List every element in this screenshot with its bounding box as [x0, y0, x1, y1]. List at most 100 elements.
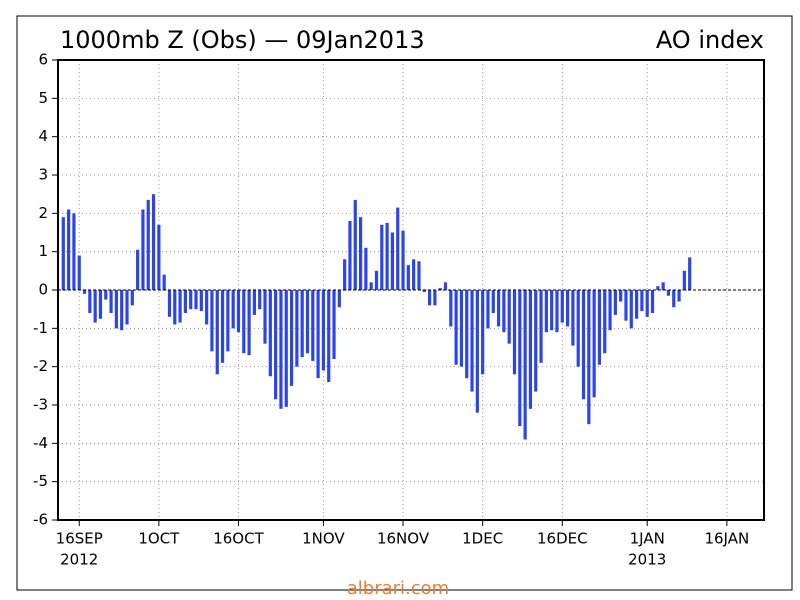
y-tick-label: -4: [33, 434, 48, 452]
bar: [337, 290, 341, 308]
bar: [560, 290, 564, 323]
bar: [364, 247, 368, 290]
bar: [635, 290, 639, 319]
bar: [603, 290, 607, 354]
bar: [88, 290, 92, 313]
bar: [82, 290, 87, 294]
bar: [629, 290, 633, 329]
bar: [327, 290, 331, 382]
bar: [385, 222, 389, 290]
bar: [672, 290, 676, 308]
footer: albrari.com: [347, 578, 449, 599]
bar: [486, 290, 490, 329]
bar: [650, 290, 655, 313]
bar: [449, 290, 453, 327]
bar: [93, 290, 97, 323]
bar: [199, 290, 203, 312]
bar: [550, 290, 554, 331]
bar: [454, 290, 458, 365]
bar: [98, 290, 103, 319]
bar: [284, 290, 288, 407]
bar: [353, 199, 357, 290]
bar: [390, 232, 395, 290]
bar: [512, 290, 517, 375]
bar: [427, 290, 432, 306]
bar: [534, 290, 538, 392]
bar: [459, 290, 464, 367]
y-tick-label: 5: [38, 89, 48, 107]
bar: [576, 290, 580, 367]
bar: [597, 290, 602, 365]
y-tick-label: 1: [38, 242, 48, 260]
bar: [130, 290, 134, 306]
bar: [167, 290, 172, 317]
bar: [226, 290, 230, 352]
outer-frame: [16, 15, 793, 591]
bar: [162, 274, 166, 290]
bar: [125, 290, 129, 325]
bar: [247, 290, 251, 356]
bar: [677, 290, 681, 302]
bar: [619, 290, 623, 302]
bar: [438, 288, 442, 290]
bar: [661, 282, 665, 290]
bar: [624, 290, 628, 321]
y-tick-label: -5: [33, 472, 48, 490]
bar: [173, 290, 177, 325]
y-tick-label: 3: [38, 166, 48, 184]
bar: [194, 290, 198, 310]
bar: [544, 290, 548, 333]
bar: [433, 290, 437, 306]
x-tick-label: 1DEC: [462, 530, 503, 548]
bar: [178, 290, 182, 323]
bar: [300, 290, 304, 358]
x-tick-label: 1OCT: [138, 530, 180, 548]
bar: [109, 290, 113, 313]
y-tick-label: 2: [38, 204, 48, 222]
bar: [518, 290, 522, 427]
bar: [151, 194, 156, 290]
bar: [374, 270, 379, 290]
bar: [539, 290, 543, 363]
bar: [183, 290, 187, 313]
bar: [231, 290, 235, 329]
bar: [289, 290, 294, 386]
bar: [571, 290, 575, 346]
bar: [422, 290, 426, 292]
bar: [157, 224, 161, 290]
bar: [210, 290, 214, 352]
bar: [640, 290, 644, 312]
bar: [523, 290, 527, 440]
bar: [656, 286, 660, 290]
chart-title: 1000mb Z (Obs) — 09Jan2013: [60, 26, 425, 54]
y-tick-label: -2: [33, 357, 48, 375]
bar: [268, 290, 272, 377]
y-tick-label: 6: [38, 51, 48, 69]
bar: [295, 290, 299, 367]
bar: [263, 290, 267, 344]
bar: [465, 290, 469, 379]
bar: [258, 290, 262, 310]
x-tick-label: 16NOV: [377, 530, 430, 548]
bar: [77, 255, 81, 290]
y-tick-label: -3: [33, 396, 48, 414]
bar: [61, 217, 65, 290]
bar: [608, 290, 612, 331]
bar: [358, 217, 363, 290]
bar: [396, 207, 400, 290]
bar: [136, 249, 140, 290]
bar: [475, 290, 479, 413]
bar: [274, 290, 278, 400]
bar: [682, 270, 686, 290]
bar: [205, 290, 209, 325]
bar: [67, 209, 71, 290]
bar: [120, 290, 124, 331]
bar: [189, 290, 193, 310]
bar: [507, 290, 511, 344]
bar: [72, 213, 76, 290]
bar: [645, 290, 649, 317]
bar: [412, 259, 416, 290]
bar: [613, 290, 617, 315]
x-year-label: 2012: [60, 551, 98, 569]
